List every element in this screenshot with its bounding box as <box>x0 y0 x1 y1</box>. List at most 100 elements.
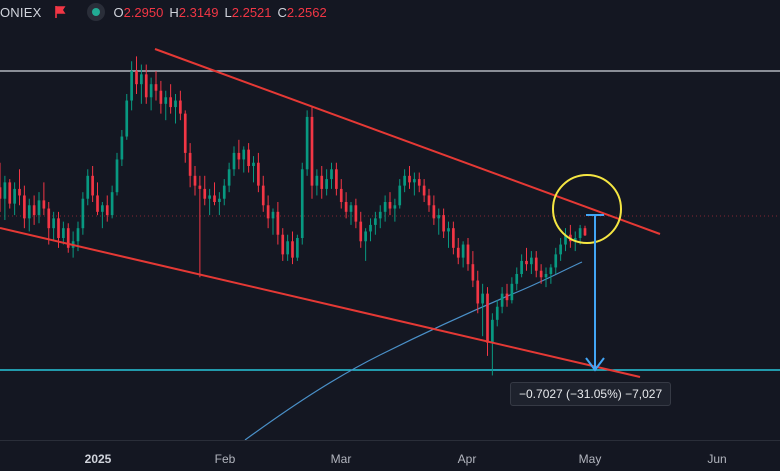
candle-body <box>110 192 114 216</box>
symbol-header: ONIEX O2.2950 H2.3149 L2.2521 C2.2562 <box>0 0 420 24</box>
candle-body <box>310 116 314 186</box>
candle-body <box>554 254 558 268</box>
candle-body <box>320 175 324 189</box>
candle-body <box>500 293 504 307</box>
candle-body <box>149 84 153 98</box>
candle-body <box>183 113 187 153</box>
candle-body <box>515 274 519 284</box>
candle-body <box>281 234 285 255</box>
candle-body <box>461 244 465 258</box>
breakout-circle[interactable] <box>552 174 622 244</box>
candle-body <box>81 198 85 229</box>
candle-body <box>403 175 406 186</box>
candle-body <box>96 195 99 212</box>
candle-body <box>544 274 548 278</box>
candle-body <box>198 185 202 189</box>
candle-body <box>315 175 319 186</box>
candle-body <box>76 228 80 242</box>
candle-body <box>539 270 543 278</box>
candle-body <box>481 293 484 304</box>
candle-body <box>349 205 353 212</box>
candle-body <box>422 185 426 196</box>
ohlc-close: C2.2562 <box>277 4 327 20</box>
candle-body <box>437 215 441 219</box>
candle-body <box>456 247 460 258</box>
candle-body <box>388 202 392 209</box>
candle-body <box>296 238 299 258</box>
candle-body <box>564 234 567 245</box>
candle-body <box>208 195 211 199</box>
candle-body <box>466 244 470 265</box>
candle-body <box>42 200 46 209</box>
candle-body <box>520 260 523 274</box>
candle-body <box>432 205 436 219</box>
candle-body <box>257 162 260 186</box>
candle-body <box>486 293 489 343</box>
candle-body <box>174 100 177 108</box>
candle-body <box>18 188 21 196</box>
x-tick-2025: 2025 <box>84 452 112 466</box>
ohlc-values: O2.2950 H2.3149 L2.2521 C2.2562 <box>113 5 326 20</box>
candle-body <box>495 306 499 320</box>
symbol-name[interactable]: ONIEX <box>0 4 42 20</box>
candle-body <box>344 202 348 212</box>
candle-body <box>559 244 562 255</box>
candle-body <box>530 257 533 265</box>
lower-trendline[interactable] <box>0 227 641 378</box>
x-tick-jun: Jun <box>707 452 727 466</box>
x-tick-mar: Mar <box>330 452 352 466</box>
price-chart[interactable] <box>0 0 780 440</box>
candle-body <box>452 228 455 248</box>
candles-group <box>0 56 587 376</box>
candle-body <box>276 211 280 235</box>
candle-body <box>193 175 197 186</box>
candle-body <box>510 283 514 301</box>
ohlc-high: H2.3149 <box>169 4 219 20</box>
candle-body <box>374 218 377 225</box>
candle-body <box>286 241 289 255</box>
candle-body <box>8 182 12 204</box>
time-axis[interactable]: 2025 Feb Mar Apr May Jun <box>0 440 780 471</box>
candle-body <box>159 90 163 104</box>
x-tick-may: May <box>578 452 602 466</box>
candle-body <box>549 267 553 274</box>
candle-body <box>364 231 367 242</box>
candle-body <box>120 136 124 160</box>
candle-body <box>105 205 109 216</box>
flag-icon[interactable] <box>51 5 69 19</box>
x-tick-feb: Feb <box>214 452 236 466</box>
candle-body <box>398 185 402 206</box>
candle-body <box>525 260 528 265</box>
candle-body <box>203 188 207 199</box>
candle-body <box>242 149 246 160</box>
candle-body <box>135 71 138 85</box>
candle-body <box>52 218 55 229</box>
candle-body <box>266 205 270 219</box>
candle-body <box>476 280 480 304</box>
moving-average-line <box>244 261 583 440</box>
candle-body <box>91 175 94 196</box>
candle-body <box>227 169 231 186</box>
candle-body <box>130 71 133 101</box>
candle-body <box>534 257 538 271</box>
candle-body <box>23 195 26 219</box>
candle-body <box>62 228 65 238</box>
candle-body <box>417 179 421 186</box>
candle-body <box>125 100 129 137</box>
candle-body <box>222 185 226 199</box>
candle-body <box>169 97 172 108</box>
candle-body <box>354 205 358 222</box>
candle-body <box>505 293 509 301</box>
candle-body <box>179 100 182 114</box>
upper-trendline[interactable] <box>154 48 661 235</box>
candle-body <box>378 211 382 219</box>
candle-body <box>3 182 7 199</box>
candle-body <box>300 169 304 238</box>
market-status-icon[interactable] <box>87 3 106 21</box>
candle-body <box>32 205 36 216</box>
candle-body <box>305 116 309 170</box>
x-tick-apr: Apr <box>457 452 477 466</box>
candle-body <box>261 185 265 206</box>
price-range-measure[interactable] <box>585 214 605 372</box>
candle-body <box>413 179 416 183</box>
